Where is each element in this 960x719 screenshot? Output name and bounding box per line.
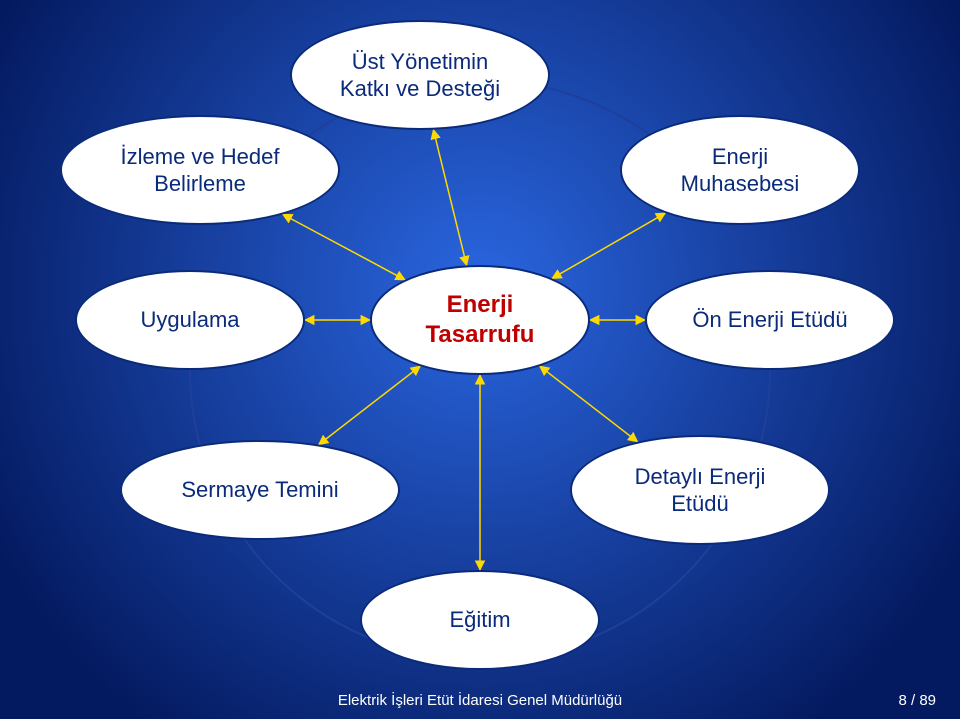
page-number: 8 / 89 xyxy=(898,692,936,709)
node-label: Sermaye Temini xyxy=(173,476,346,504)
node-bottom: Eğitim xyxy=(360,570,600,670)
node-lower_right: Detaylı Enerji Etüdü xyxy=(570,435,830,545)
node-label: Üst Yönetimin Katkı ve Desteği xyxy=(332,48,508,103)
node-center: Enerji Tasarrufu xyxy=(370,265,590,375)
node-label: Eğitim xyxy=(441,606,518,634)
node-label: İzleme ve Hedef Belirleme xyxy=(113,143,288,198)
node-upper_right: Enerji Muhasebesi xyxy=(620,115,860,225)
node-label: Enerji Tasarrufu xyxy=(418,290,543,350)
connector-line xyxy=(283,214,405,279)
connector-line xyxy=(552,213,665,278)
connector-line xyxy=(540,366,638,442)
node-upper_left: İzleme ve Hedef Belirleme xyxy=(60,115,340,225)
node-lower_left: Sermaye Temini xyxy=(120,440,400,540)
diagram-stage: Elektrik İşleri Etüt İdaresi Genel Müdür… xyxy=(0,0,960,719)
node-top: Üst Yönetimin Katkı ve Desteği xyxy=(290,20,550,130)
node-label: Detaylı Enerji Etüdü xyxy=(627,463,774,518)
connector-line xyxy=(433,130,466,266)
connector-line xyxy=(319,366,421,444)
node-label: Enerji Muhasebesi xyxy=(673,143,808,198)
node-label: Uygulama xyxy=(132,306,247,334)
node-right: Ön Enerji Etüdü xyxy=(645,270,895,370)
node-label: Ön Enerji Etüdü xyxy=(684,306,855,334)
node-left: Uygulama xyxy=(75,270,305,370)
footer-text: Elektrik İşleri Etüt İdaresi Genel Müdür… xyxy=(0,692,960,709)
